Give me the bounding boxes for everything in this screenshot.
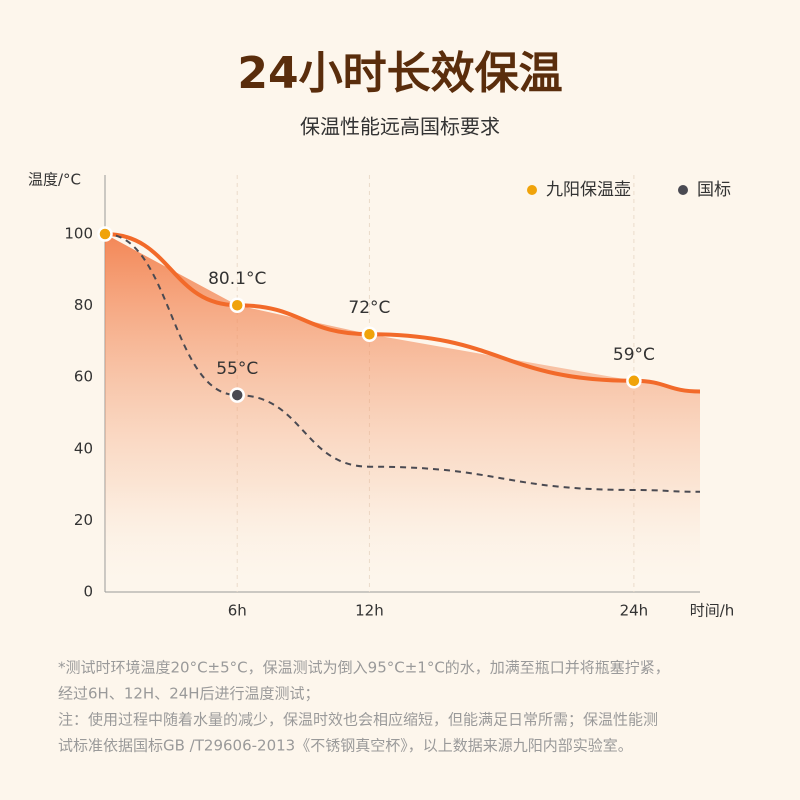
title: 24小时长效保温 xyxy=(237,48,562,99)
point xyxy=(626,373,642,389)
point xyxy=(229,387,245,403)
note: 试标准依据国标GB /T29606-2013《不锈钢真空杯》，以上数据来源九阳内… xyxy=(58,737,633,755)
legend-label: 九阳保温壶 xyxy=(546,180,631,200)
data-label: 72°C xyxy=(348,298,390,318)
y-tick-label: 80 xyxy=(74,296,93,314)
data-label: 55°C xyxy=(216,359,258,379)
x-tick-label: 24h xyxy=(620,602,649,620)
y-tick-label: 100 xyxy=(64,225,93,243)
y-tick-label: 60 xyxy=(74,368,93,386)
data-label: 59°C xyxy=(613,345,655,365)
note: 注：使用过程中随着水量的减少，保温时效也会相应缩短，但能满足日常所需；保温性能测 xyxy=(58,711,658,729)
y-tick-label: 20 xyxy=(74,511,93,529)
x-tick-label: 12h xyxy=(355,602,384,620)
x-axis-label: 时间/h xyxy=(690,602,735,620)
note: *测试时环境温度20°C±5°C，保温测试为倒入95°C±1°C的水，加满至瓶口… xyxy=(58,659,670,677)
point xyxy=(97,226,113,242)
legend-label: 国标 xyxy=(697,180,731,200)
x-tick-label: 6h xyxy=(228,602,247,620)
point xyxy=(361,326,378,342)
y-tick-label: 0 xyxy=(83,583,93,601)
note: 经过6H、12H、24H后进行温度测试； xyxy=(58,685,320,703)
legend-marker xyxy=(678,185,688,195)
line xyxy=(104,233,701,493)
y-axis-label: 温度/°C xyxy=(28,171,81,189)
subtitle: 保温性能远高国标要求 xyxy=(300,115,500,139)
point xyxy=(229,297,245,313)
y-tick-label: 40 xyxy=(74,439,93,457)
area xyxy=(105,234,700,592)
legend-marker xyxy=(527,185,537,195)
data-label: 80.1°C xyxy=(208,269,266,289)
